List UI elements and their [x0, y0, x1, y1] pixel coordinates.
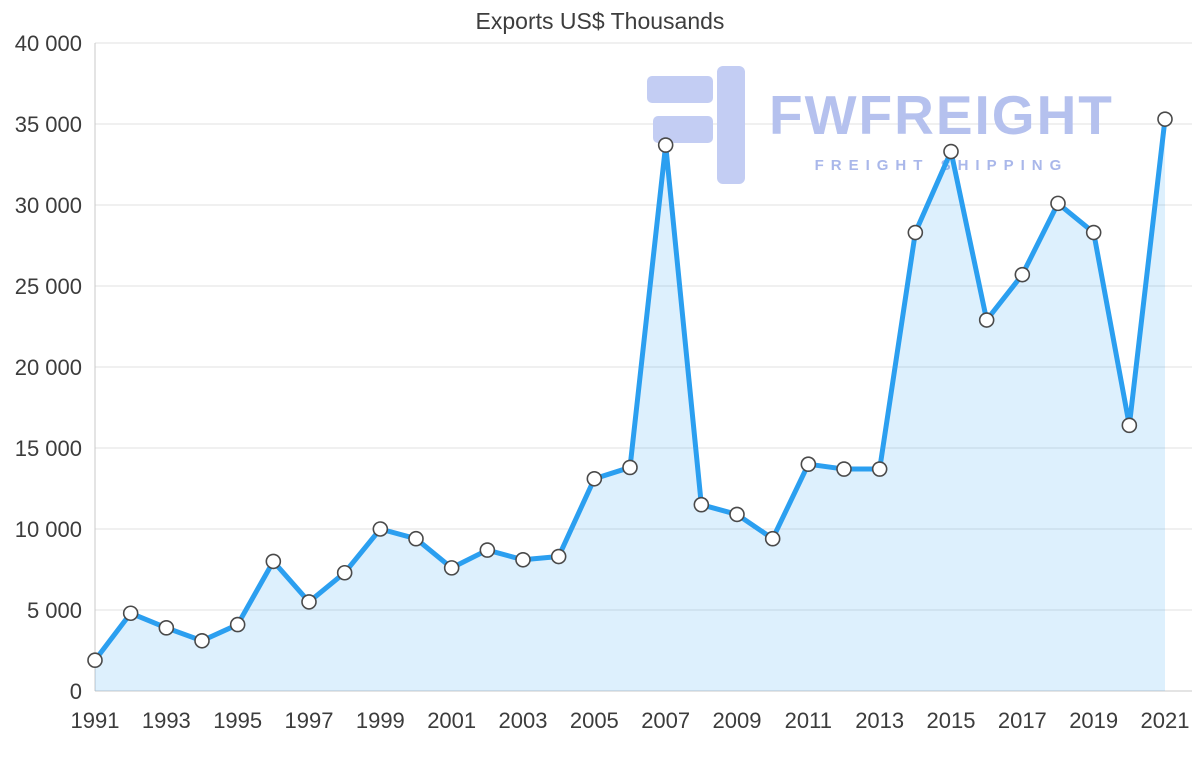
data-point-marker[interactable]: [372, 521, 389, 537]
x-tick-label: 1999: [356, 708, 405, 733]
y-tick-label: 15 000: [15, 436, 82, 461]
y-tick-label: 40 000: [15, 31, 82, 56]
data-point-marker[interactable]: [550, 548, 567, 565]
x-tick-label: 2001: [427, 708, 476, 733]
x-tick-label: 2003: [499, 708, 548, 733]
x-tick-label: 1995: [213, 708, 262, 733]
data-point-marker[interactable]: [443, 560, 460, 576]
data-point-marker[interactable]: [158, 620, 175, 636]
x-tick-label: 2009: [713, 708, 762, 733]
data-point-marker[interactable]: [622, 459, 638, 476]
data-point-marker[interactable]: [515, 551, 531, 568]
data-point-marker[interactable]: [265, 553, 282, 570]
data-point-marker[interactable]: [229, 616, 246, 633]
data-point-marker[interactable]: [1121, 417, 1138, 434]
data-point-marker[interactable]: [978, 312, 995, 328]
data-point-marker[interactable]: [194, 632, 210, 649]
data-point-marker[interactable]: [1050, 195, 1066, 212]
data-point-marker[interactable]: [122, 605, 139, 622]
watermark: FWFREIGHT FREIGHT SHIPPING: [645, 66, 1114, 184]
x-tick-label: 1993: [142, 708, 191, 733]
data-point-marker[interactable]: [836, 461, 852, 477]
data-point-marker[interactable]: [657, 137, 674, 153]
x-tick-label: 2007: [641, 708, 690, 733]
data-point-marker[interactable]: [301, 594, 317, 610]
x-tick-label: 2017: [998, 708, 1047, 733]
watermark-title: FWFREIGHT: [769, 84, 1114, 146]
chart-title: Exports US$ Thousands: [475, 8, 725, 34]
data-point-marker[interactable]: [907, 224, 924, 241]
data-point-marker[interactable]: [479, 542, 496, 558]
x-tick-label: 1991: [71, 708, 120, 733]
x-tick-label: 2021: [1141, 708, 1190, 733]
data-point-marker[interactable]: [1085, 224, 1102, 241]
x-tick-label: 1997: [285, 708, 334, 733]
data-point-marker[interactable]: [336, 564, 353, 581]
x-tick-label: 2005: [570, 708, 619, 733]
y-tick-label: 10 000: [15, 517, 82, 542]
data-point-marker[interactable]: [764, 530, 781, 547]
y-tick-label: 5 000: [27, 598, 82, 623]
watermark-text: FWFREIGHT FREIGHT SHIPPING: [769, 66, 1114, 175]
data-point-marker[interactable]: [871, 461, 888, 477]
y-tick-label: 20 000: [15, 355, 82, 380]
data-point-marker[interactable]: [408, 530, 424, 547]
data-point-marker[interactable]: [1014, 266, 1031, 283]
data-point-marker[interactable]: [693, 496, 710, 513]
y-tick-label: 25 000: [15, 274, 82, 299]
data-point-marker[interactable]: [87, 652, 103, 669]
watermark-subtitle: FREIGHT SHIPPING: [814, 157, 1069, 174]
x-tick-label: 2015: [927, 708, 976, 733]
data-point-marker[interactable]: [586, 470, 603, 487]
series-area: [95, 119, 1165, 691]
y-tick-label: 0: [70, 679, 82, 704]
fwfreight-logo-icon: [647, 66, 745, 184]
y-tick-label: 30 000: [15, 193, 82, 218]
x-tick-label: 2019: [1069, 708, 1118, 733]
data-point-marker[interactable]: [1157, 111, 1173, 127]
data-point-marker[interactable]: [800, 456, 817, 473]
data-point-marker[interactable]: [943, 143, 959, 160]
data-point-marker[interactable]: [729, 506, 745, 523]
x-tick-label: 2011: [785, 708, 832, 733]
y-tick-label: 35 000: [15, 112, 82, 137]
x-tick-label: 2013: [855, 708, 904, 733]
